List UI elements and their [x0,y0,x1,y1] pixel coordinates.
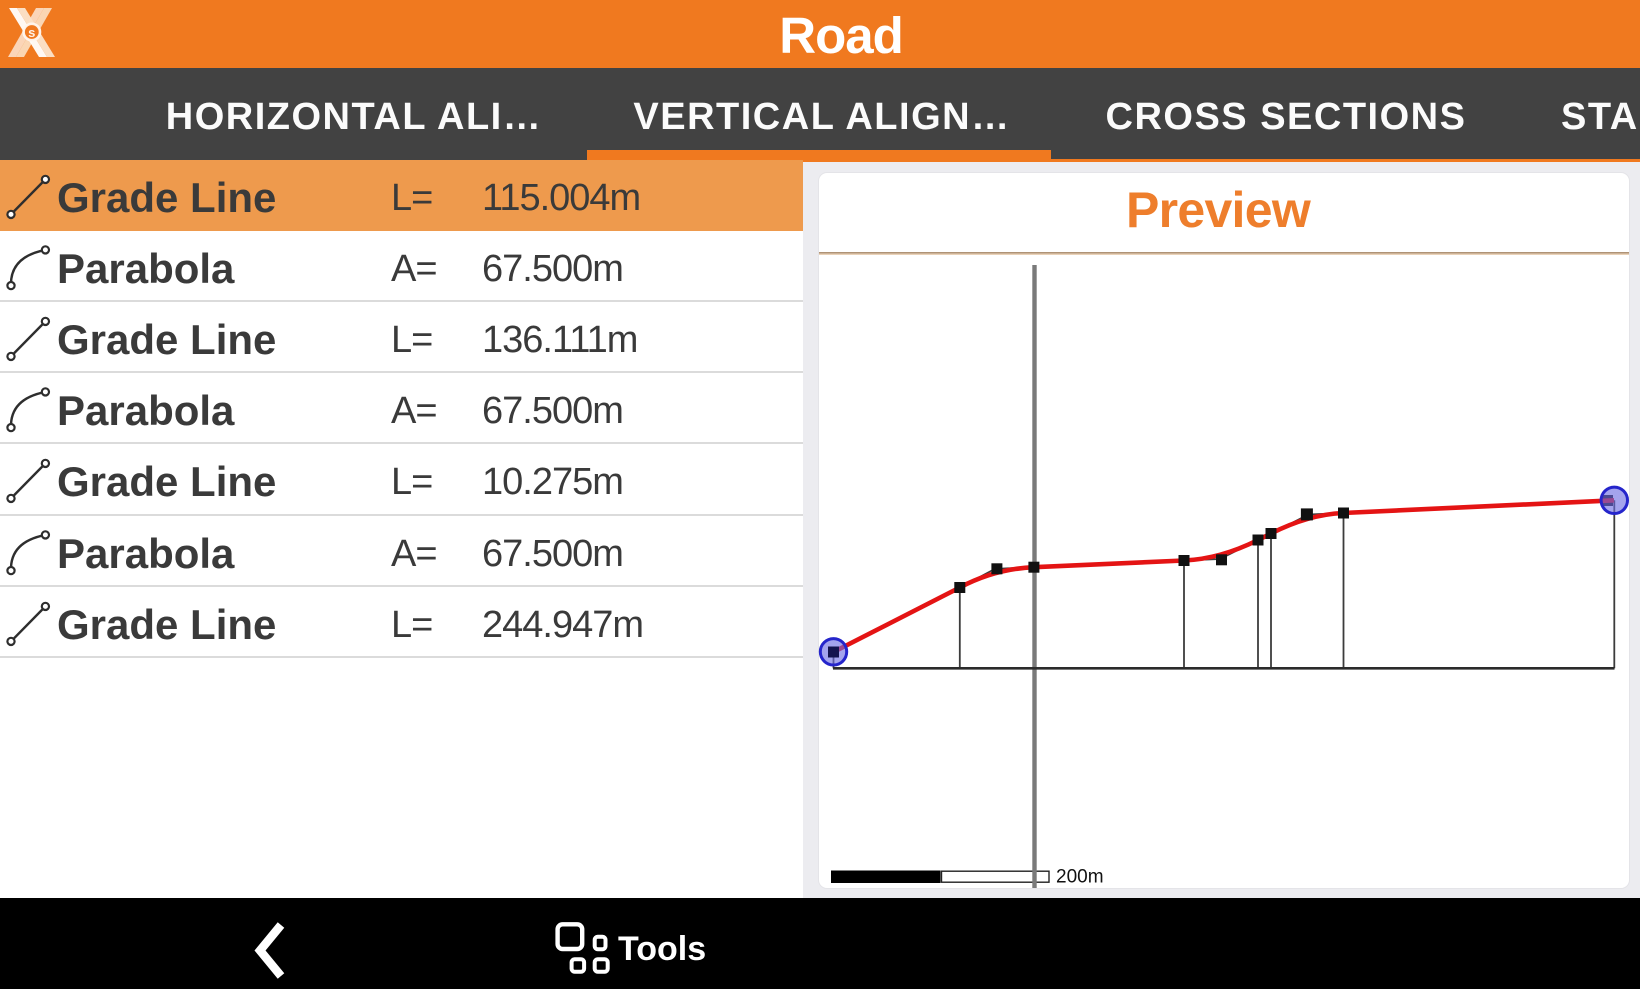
svg-text:200m: 200m [1056,867,1104,888]
svg-text:s: s [28,25,35,40]
